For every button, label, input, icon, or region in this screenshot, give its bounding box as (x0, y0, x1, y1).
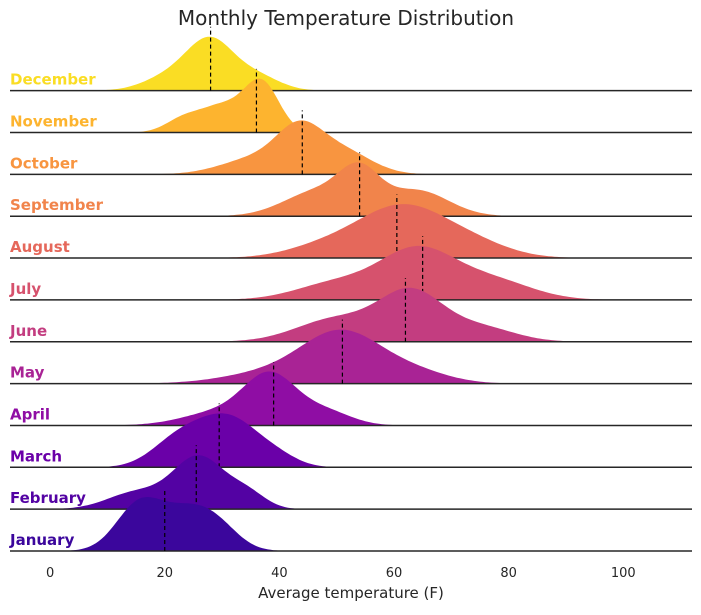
month-label-september: September (10, 196, 104, 214)
month-label-october: October (10, 154, 78, 172)
ridge-area-may (10, 329, 692, 384)
x-tick-label-40: 40 (271, 566, 288, 581)
ridge-area-february (10, 455, 692, 510)
month-label-december: December (10, 71, 96, 89)
ridge-area-march (10, 413, 692, 468)
x-tick-label-80: 80 (500, 566, 517, 581)
month-label-november: November (10, 113, 97, 131)
ridges-group: December November October September August Ju… (9, 26, 692, 552)
chart-title: Monthly Temperature Distribution (178, 6, 514, 30)
x-tick-label-60: 60 (386, 566, 403, 581)
ridge-area-july (10, 245, 692, 300)
month-label-february: February (10, 489, 86, 507)
ridge-area-august (10, 204, 692, 259)
ridge-area-january (10, 497, 692, 551)
x-tick-label-100: 100 (611, 566, 636, 581)
ridge-area-june (10, 287, 692, 342)
x-tick-label-0: 0 (46, 566, 54, 581)
month-label-may: May (10, 364, 45, 382)
month-label-june: June (9, 322, 47, 340)
x-ticks-group: 0 20 40 60 80 100 (46, 566, 636, 581)
x-tick-label-20: 20 (156, 566, 173, 581)
ridge-area-november (10, 78, 692, 133)
ridge-area-october (10, 120, 692, 175)
ridge-area-september (10, 162, 692, 217)
ridge-area-december (10, 36, 692, 91)
month-label-march: March (10, 447, 62, 465)
month-label-july: July (9, 280, 41, 298)
month-label-april: April (10, 405, 50, 423)
month-label-august: August (10, 238, 70, 256)
month-label-january: January (9, 531, 75, 549)
x-axis-label: Average temperature (F) (258, 584, 444, 602)
